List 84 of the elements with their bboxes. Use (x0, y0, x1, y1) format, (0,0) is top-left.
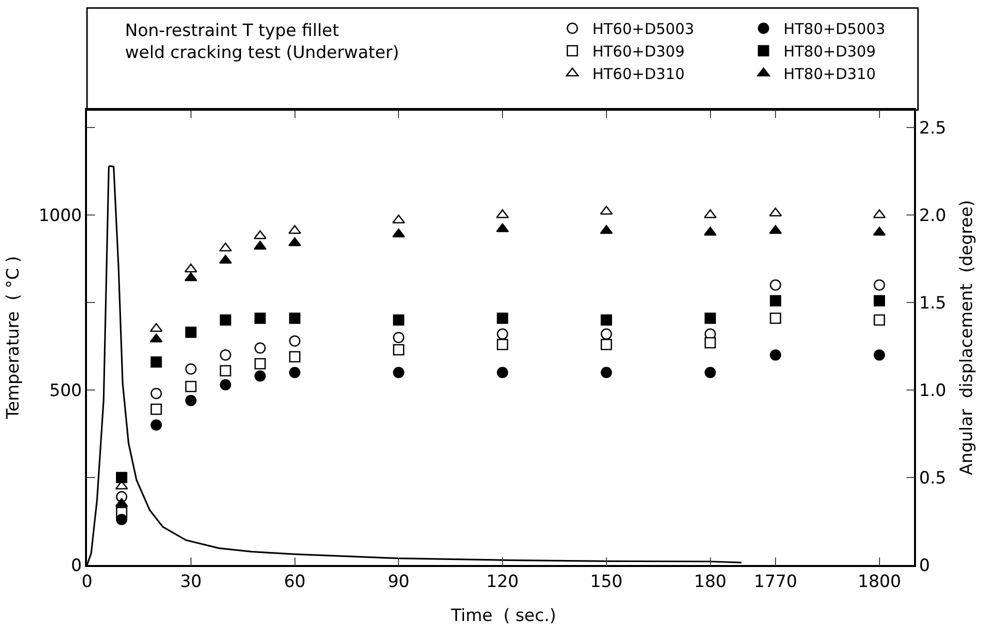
point (289, 335, 300, 347)
point (704, 337, 716, 348)
point (150, 404, 162, 415)
point (600, 328, 612, 340)
point (185, 380, 197, 392)
point (392, 344, 404, 356)
point (254, 358, 266, 370)
point (254, 240, 267, 250)
legend-label: HT60+D5003 (592, 20, 694, 38)
point (496, 366, 508, 378)
point (392, 366, 404, 378)
point (770, 312, 782, 324)
point (254, 370, 266, 382)
point (874, 349, 886, 361)
legend-label: HT80+D5003 (783, 20, 886, 38)
point (185, 326, 197, 338)
point (150, 388, 162, 400)
point (220, 365, 232, 376)
point (770, 279, 782, 291)
point (496, 223, 509, 232)
y2-tick-label: 2.5 (919, 118, 946, 138)
y2-tick-label: 0.5 (919, 468, 946, 488)
point (874, 314, 886, 326)
point (392, 314, 404, 326)
point (219, 254, 232, 264)
point (220, 379, 232, 390)
point (185, 394, 197, 406)
x-tick-label: 60 (284, 572, 306, 592)
y-tick-label: 0 (71, 556, 82, 576)
y2-tick-label: 1.0 (919, 380, 946, 401)
point (254, 230, 267, 240)
point (496, 312, 508, 324)
y-axis-title: Temperature ( °C ) (4, 256, 24, 420)
point (392, 332, 404, 344)
point (220, 314, 232, 326)
point (704, 226, 717, 236)
point (496, 338, 508, 350)
x-tick-label: 1800 (858, 572, 902, 592)
point (184, 272, 198, 282)
point (874, 295, 886, 306)
point (116, 472, 128, 484)
point (600, 338, 612, 350)
point (770, 349, 782, 361)
legend-label: HT80+D309 (783, 42, 876, 61)
point (289, 351, 300, 362)
legend-label: HT60+D310 (592, 65, 685, 84)
chart-title: Non-restraint T type fillet weld cracking test (Underwater) (125, 21, 400, 64)
point (872, 209, 886, 218)
y-tick-label: 500 (49, 380, 82, 401)
point (600, 206, 613, 215)
point (770, 295, 782, 306)
y-tick-label: 1000 (38, 206, 82, 226)
point (289, 366, 300, 378)
point (254, 342, 266, 354)
y2-tick-label: 2.0 (919, 206, 946, 226)
point (874, 279, 886, 291)
x-tick-label: 180 (694, 572, 726, 592)
point (600, 314, 612, 326)
point (150, 419, 162, 431)
point (289, 312, 300, 324)
x-tick-label: 1770 (754, 572, 798, 592)
point (288, 237, 302, 246)
point (704, 312, 716, 324)
y2-tick-label: 0 (919, 556, 930, 576)
x-axis-title: Time ( sec.) (450, 606, 556, 626)
point (704, 209, 717, 218)
x-tick-label: 150 (590, 572, 623, 592)
y2-tick-label: 1.5 (919, 293, 946, 314)
point (496, 328, 508, 340)
point (150, 356, 162, 368)
legend-label: HT80+D310 (783, 65, 876, 84)
point (116, 514, 128, 526)
point (496, 209, 509, 218)
point (254, 312, 266, 324)
x-tick-label: 120 (486, 572, 519, 592)
point (872, 226, 886, 236)
point (600, 366, 612, 378)
legend-label: HT60+D309 (592, 42, 685, 61)
x-tick-label: 90 (388, 572, 410, 592)
y2-axis-title: Angular displacement (degree) (957, 200, 978, 476)
point (220, 349, 232, 361)
point (704, 366, 716, 378)
x-tick-label: 30 (180, 572, 202, 592)
point (185, 363, 197, 375)
